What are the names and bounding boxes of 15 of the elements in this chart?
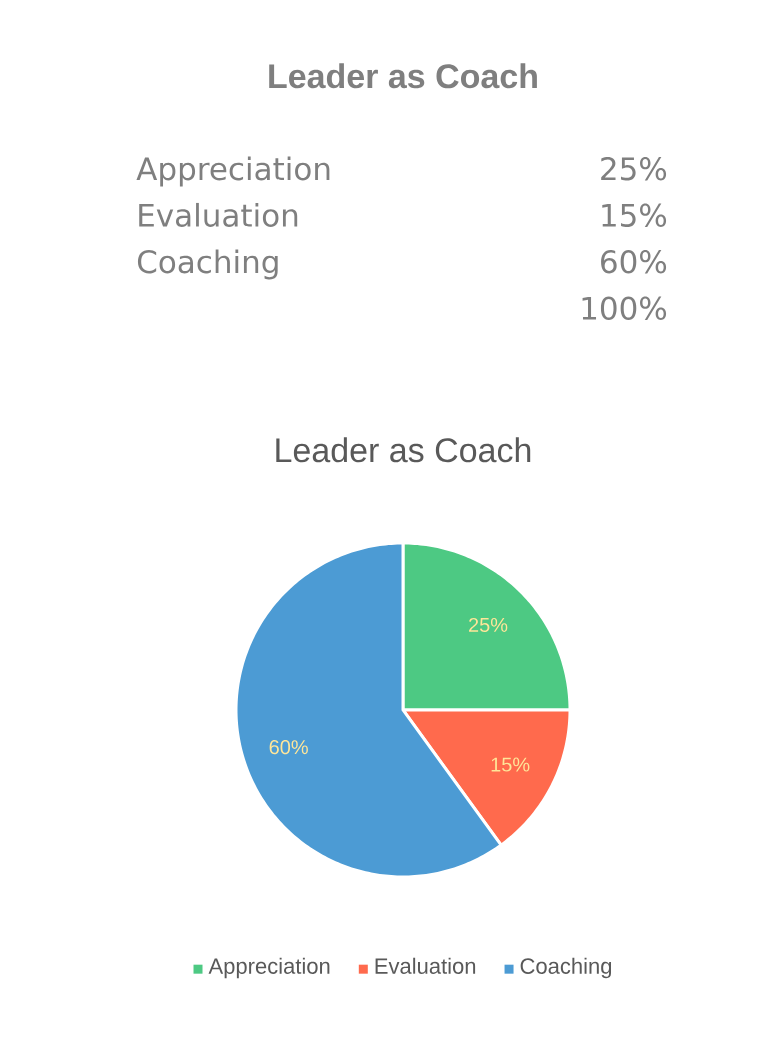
data-label: 60%	[269, 740, 308, 755]
text: 15%	[602, 203, 667, 227]
text: Coaching	[137, 249, 278, 280]
legend-label: Coaching	[520, 957, 612, 979]
data-label: 15%	[491, 757, 530, 772]
data-label: 25%	[469, 617, 508, 633]
chart-title: Leader as Coach	[276, 437, 531, 463]
text: Evaluation	[139, 202, 298, 227]
legend-label: Appreciation	[208, 957, 330, 979]
text: 100%	[582, 296, 667, 320]
text: Leader as Coach	[269, 63, 537, 89]
text: 60%	[601, 249, 667, 274]
text: 25%	[601, 156, 667, 181]
legend-label: Evaluation	[375, 957, 476, 974]
text: Appreciation	[136, 156, 330, 187]
